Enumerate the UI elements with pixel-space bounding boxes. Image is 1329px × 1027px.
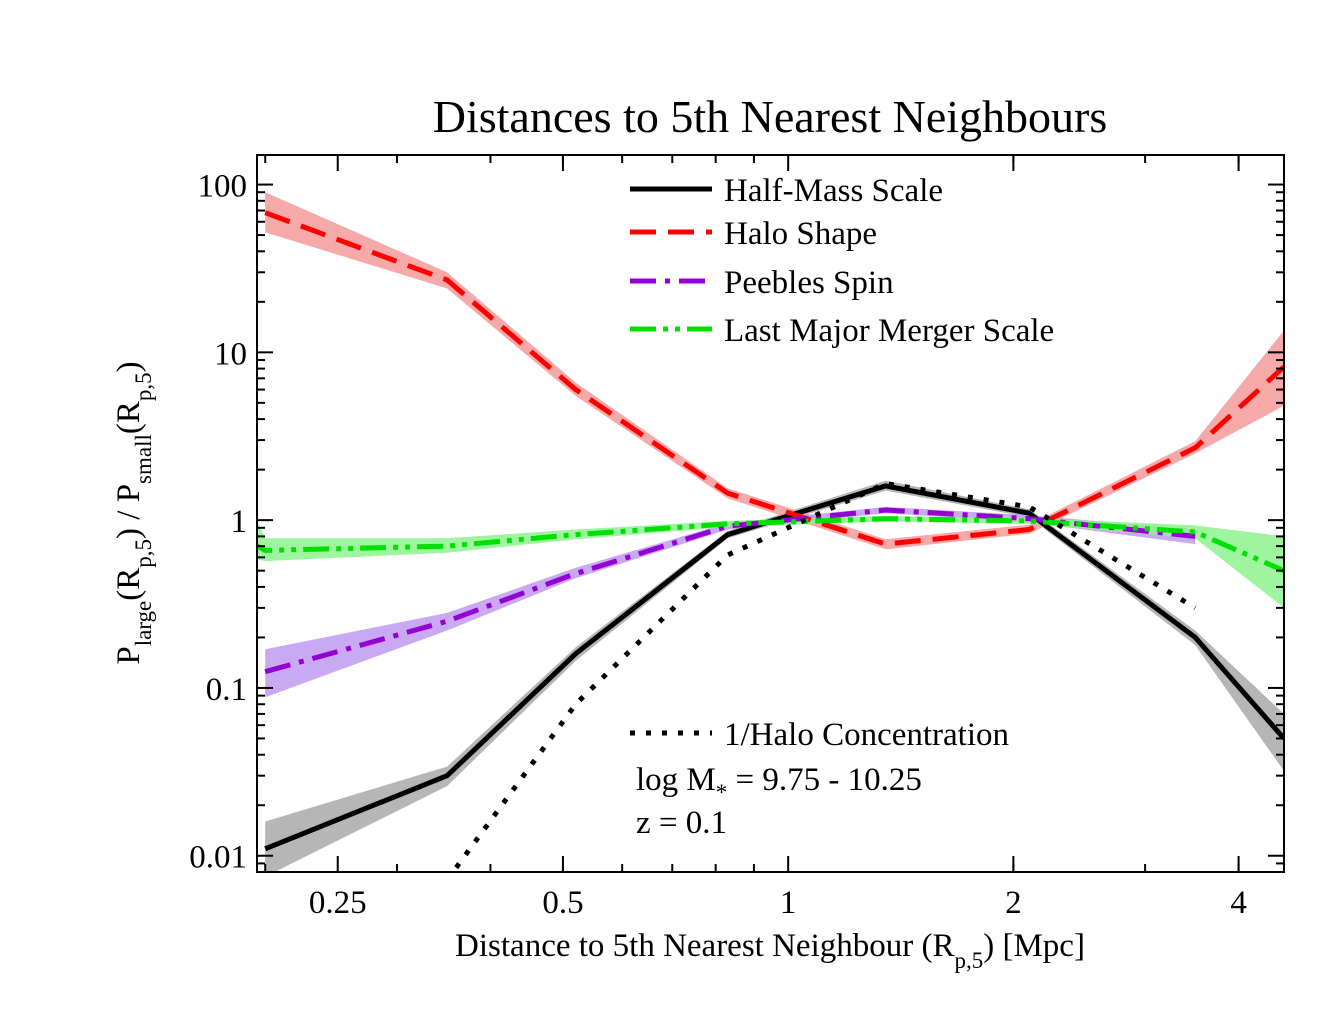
series-line-half-mass-scale [264, 483, 1284, 852]
y-tick-label: 0.1 [206, 672, 247, 708]
chart-title: Distances to 5th Nearest Neighbours [433, 91, 1108, 142]
y-tick-labels: 0.01 0.1 1 10 100 [189, 169, 247, 876]
x-axis-label: Distance to 5th Nearest Neighbour (Rp,5)… [455, 928, 1085, 973]
y-tick-label: 10 [214, 336, 247, 372]
legend: Half-Mass Scale Halo Shape Peebles Spin … [630, 173, 1054, 753]
axis-ticks [257, 155, 1284, 873]
stellar-mass-annotation: log M* = 9.75 - 10.25 [636, 762, 922, 805]
plot-frame [256, 154, 1285, 873]
series-line-1-halo-concentration [454, 481, 1197, 870]
series-lines [257, 210, 1284, 870]
x-tick-label: 2 [1005, 885, 1022, 921]
x-tick-labels: 0.25 0.5 1 2 4 [309, 885, 1247, 921]
series-line-peebles-spin [264, 507, 1196, 675]
redshift-annotation: z = 0.1 [636, 805, 727, 841]
y-tick-label: 0.01 [189, 840, 247, 876]
y-axis-label: Plarge(Rp,5) / Psmall(Rp,5) [111, 361, 156, 664]
legend-label-last-major-merger-scale: Last Major Merger Scale [724, 313, 1054, 349]
x-tick-label: 0.5 [542, 885, 583, 921]
x-tick-label: 1 [780, 885, 797, 921]
legend-label-peebles-spin: Peebles Spin [724, 265, 894, 301]
x-tick-label: 0.25 [309, 885, 367, 921]
band-last-major-merger-scale [257, 515, 1284, 608]
y-tick-label: 100 [198, 169, 248, 205]
legend-label-halo-concentration: 1/Halo Concentration [724, 717, 1009, 753]
legend-label-half-mass-scale: Half-Mass Scale [724, 173, 943, 209]
series-line-last-major-merger-scale [257, 516, 1284, 573]
legend-label-halo-shape: Halo Shape [724, 216, 877, 252]
x-tick-label: 4 [1230, 885, 1247, 921]
y-tick-label: 1 [231, 504, 248, 540]
